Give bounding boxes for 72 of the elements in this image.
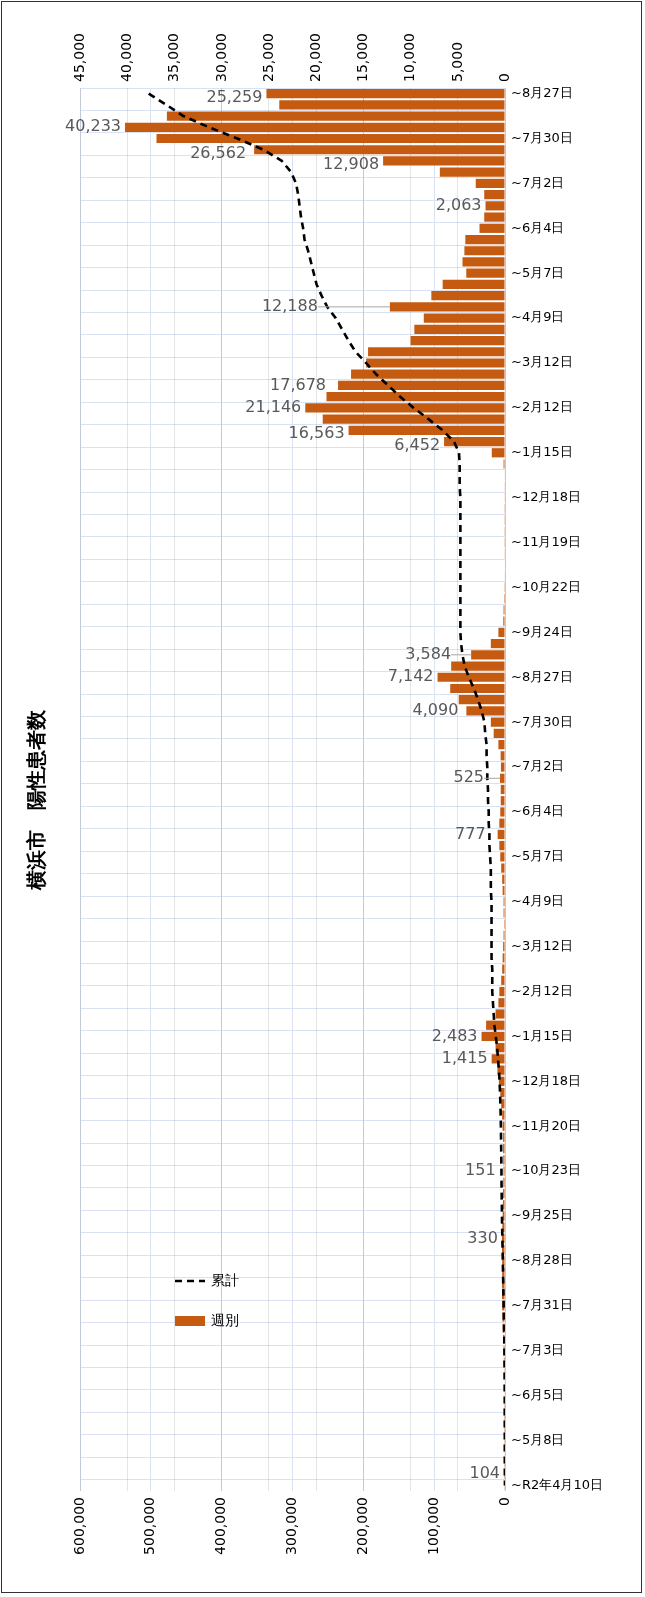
y-tick-label: ~3月12日 [511,938,573,954]
data-label: 25,259 [206,86,263,106]
x-tick-label: 300,000 [283,1497,300,1555]
data-label: 6,452 [394,434,441,454]
x2-tick-label: 10,000 [401,33,418,82]
data-label: 1,415 [441,1048,488,1068]
x-tick-label: 0 [495,1497,512,1506]
data-label: 2,063 [435,195,482,215]
y-tick-label: ~2月12日 [511,982,573,998]
y-tick-label: ~12月18日 [511,1072,581,1088]
x2-tick-label: 40,000 [118,33,135,82]
y-tick-label: ~9月24日 [511,623,573,639]
x2-tick-label: 5,000 [448,41,465,82]
data-label: 104 [469,1463,501,1483]
data-label: 21,146 [245,397,302,417]
y-tick-label: ~1月15日 [511,1027,573,1043]
legend-label: 累計 [211,1271,239,1288]
data-label: 330 [467,1227,498,1247]
y-tick-label: ~11月20日 [511,1117,581,1133]
data-label: 525 [453,767,485,787]
data-label: 12,188 [261,296,318,316]
data-label: 17,678 [270,374,327,394]
y-tick-label: ~1月15日 [511,444,573,460]
y-tick-label: ~6月5日 [511,1386,565,1402]
y-tick-label: ~4月9日 [511,893,565,909]
y-tick-label: ~8月27日 [511,668,573,684]
y-tick-label: ~R2年4月10日 [511,1476,604,1492]
y-tick-label: ~8月28日 [511,1252,573,1268]
y-tick-label: ~3月12日 [511,354,573,370]
y-tick-label: ~7月30日 [511,129,573,145]
x2-tick-label: 20,000 [306,33,323,82]
data-label: 40,233 [65,116,122,136]
x-tick-label: 600,000 [70,1497,87,1555]
y-tick-label: ~7月30日 [511,713,573,729]
y-tick-label: ~6月4日 [511,803,565,819]
y-tick-label: ~11月19日 [511,533,581,549]
x-tick-label: 100,000 [424,1497,441,1555]
y-tick-label: ~7月2日 [511,174,565,190]
y-tick-label: ~7月2日 [511,758,565,774]
data-label: 12,908 [323,154,380,174]
y-tick-label: ~5月7日 [511,848,565,864]
data-label: 777 [455,823,486,843]
y-tick-label: ~2月12日 [511,399,573,415]
y-tick-label: ~5月8日 [511,1431,565,1447]
text: 横浜市 陽性患者数 [24,708,49,891]
y-tick-label: ~7月3日 [511,1342,565,1358]
data-label: 3,584 [405,643,452,663]
x2-tick-label: 35,000 [165,33,182,82]
x2-tick-label: 45,000 [70,33,87,82]
data-label: 26,562 [190,142,247,162]
x-tick-label: 500,000 [141,1497,158,1555]
y-tick-label: ~10月23日 [511,1162,581,1178]
x2-tick-label: 25,000 [259,33,276,82]
y-tick-label: ~12月18日 [511,489,581,505]
y-tick-label: ~10月22日 [511,578,581,594]
x2-tick-label: 15,000 [354,33,371,82]
y-tick-label: ~5月7日 [511,264,565,280]
y-tick-label: ~6月4日 [511,219,565,235]
x2-tick-label: 0 [495,73,512,82]
data-label: 4,090 [412,700,459,720]
legend-label: 週別 [211,1311,239,1328]
y-tick-label: ~4月9日 [511,309,565,325]
data-label: 151 [465,1160,496,1180]
x2-tick-label: 30,000 [212,33,229,82]
y-tick-label: ~7月31日 [511,1297,573,1313]
data-label: 2,483 [431,1025,478,1045]
data-label: 7,142 [387,666,434,686]
y-tick-label: ~8月27日 [511,84,573,100]
data-label: 16,563 [288,423,345,443]
y-tick-label: ~9月25日 [511,1207,573,1223]
x-tick-label: 400,000 [212,1497,229,1555]
x-tick-label: 200,000 [353,1497,370,1555]
